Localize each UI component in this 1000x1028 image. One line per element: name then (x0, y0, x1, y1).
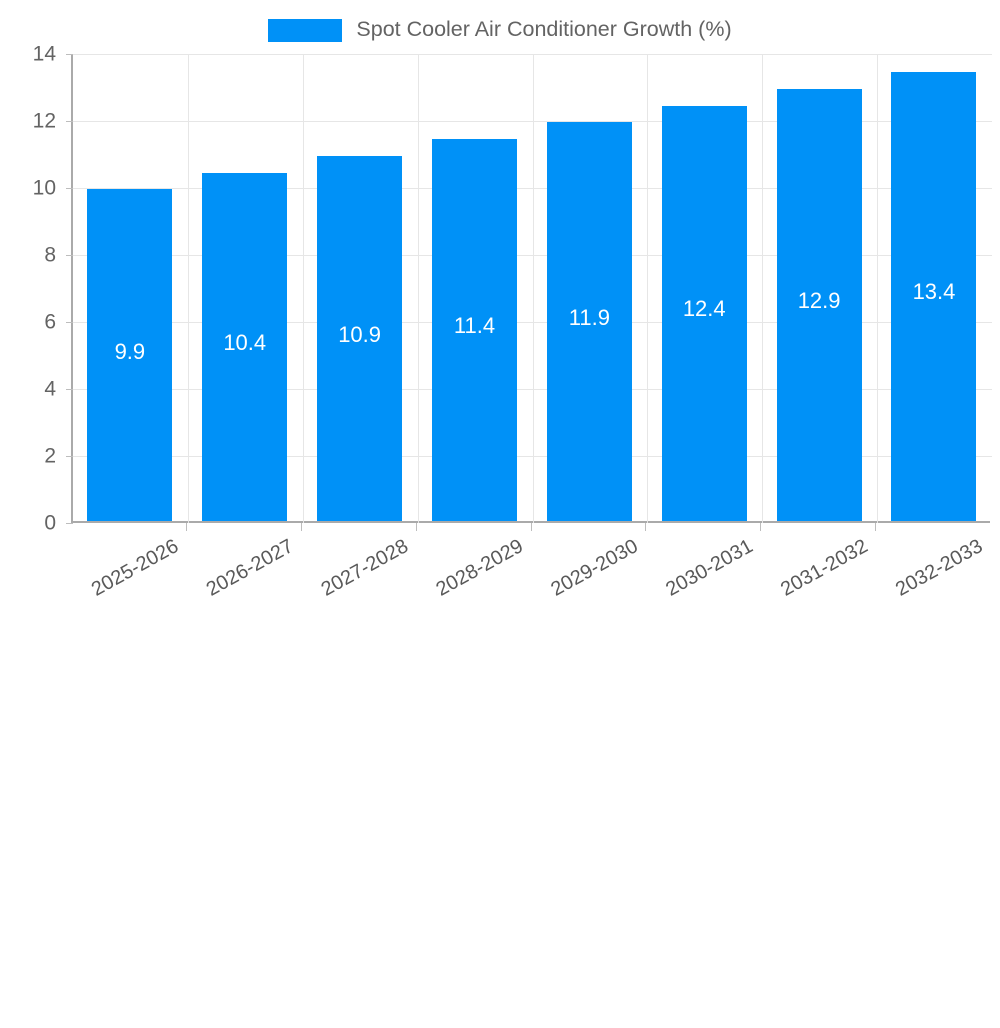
legend-color-swatch-icon (268, 18, 343, 42)
y-axis-tick (66, 255, 73, 256)
y-axis-tick-label: 0 (44, 511, 56, 535)
gridline-vertical (877, 54, 879, 523)
y-axis: 14 12 10 8 6 4 2 0 (0, 44, 56, 534)
bar[interactable]: 11.4 (431, 139, 517, 521)
x-axis-tick (645, 523, 647, 531)
chart-legend: Spot Cooler Air Conditioner Growth (%) (0, 8, 1000, 52)
y-axis-tick-label: 10 (32, 176, 56, 200)
bar[interactable]: 11.9 (546, 122, 632, 521)
y-axis-tick-label: 14 (32, 42, 56, 66)
bar[interactable]: 12.9 (776, 88, 862, 521)
x-axis-tick (300, 523, 302, 531)
bar-group: 11.9 (533, 52, 648, 521)
y-axis-tick-label: 12 (32, 109, 56, 133)
bar[interactable]: 12.4 (661, 105, 747, 521)
bar[interactable]: 13.4 (891, 72, 977, 521)
bar-value-label: 10.9 (338, 321, 382, 347)
gridline-vertical (187, 54, 189, 523)
x-axis-tick-label: 2031-2032 (777, 535, 872, 601)
x-axis-tick (760, 523, 762, 531)
y-axis-tick (66, 322, 73, 323)
y-axis-tick (66, 389, 73, 390)
plot-area: 9.9 10.4 10.9 11.4 11.9 12.4 12.9 13.4 (66, 52, 992, 524)
bar-value-label: 9.9 (114, 338, 146, 364)
bar-value-label: 13.4 (912, 279, 956, 305)
y-axis-tick (66, 456, 73, 457)
bar-group: 12.9 (762, 52, 877, 521)
x-axis-tick-label: 2032-2033 (892, 535, 987, 601)
legend-label: Spot Cooler Air Conditioner Growth (%) (356, 17, 732, 42)
y-axis-tick (66, 523, 73, 524)
bar-group: 12.4 (647, 52, 762, 521)
x-axis-tick (875, 523, 877, 531)
y-axis-tick (66, 121, 73, 122)
x-axis-tick (185, 523, 187, 531)
bar-value-label: 11.4 (453, 313, 496, 339)
bar[interactable]: 10.4 (202, 172, 288, 521)
y-axis-tick-label: 2 (44, 444, 56, 468)
bar-group: 10.9 (303, 52, 418, 521)
legend-item-spot-cooler[interactable]: Spot Cooler Air Conditioner Growth (%) (268, 17, 732, 42)
bar-group: 9.9 (73, 52, 188, 521)
bar-group: 13.4 (877, 52, 992, 521)
bar-value-label: 12.4 (682, 296, 726, 322)
gridline-vertical (302, 54, 304, 523)
gridline-vertical (762, 54, 764, 523)
bar-group: 11.4 (418, 52, 533, 521)
gridline-vertical (417, 54, 419, 523)
x-axis-tick-label: 2029-2030 (547, 535, 642, 601)
x-axis-tick (415, 523, 417, 531)
y-axis-tick-label: 4 (44, 377, 56, 401)
bar-value-label: 11.9 (568, 304, 610, 330)
bar-value-label: 12.9 (797, 287, 841, 313)
bar-chart: Spot Cooler Air Conditioner Growth (%) 1… (0, 8, 1000, 601)
bar-value-label: 10.4 (223, 330, 267, 356)
y-axis-tick-label: 6 (44, 310, 56, 334)
bar[interactable]: 10.9 (317, 155, 403, 521)
y-axis-tick (66, 54, 73, 55)
gridline-vertical (532, 54, 534, 523)
bar[interactable]: 9.9 (87, 189, 173, 521)
y-axis-tick (66, 188, 73, 189)
x-axis-tick (530, 523, 532, 531)
gridline-vertical (647, 54, 649, 523)
bar-group: 10.4 (188, 52, 303, 521)
y-axis-tick-label: 8 (44, 243, 56, 267)
